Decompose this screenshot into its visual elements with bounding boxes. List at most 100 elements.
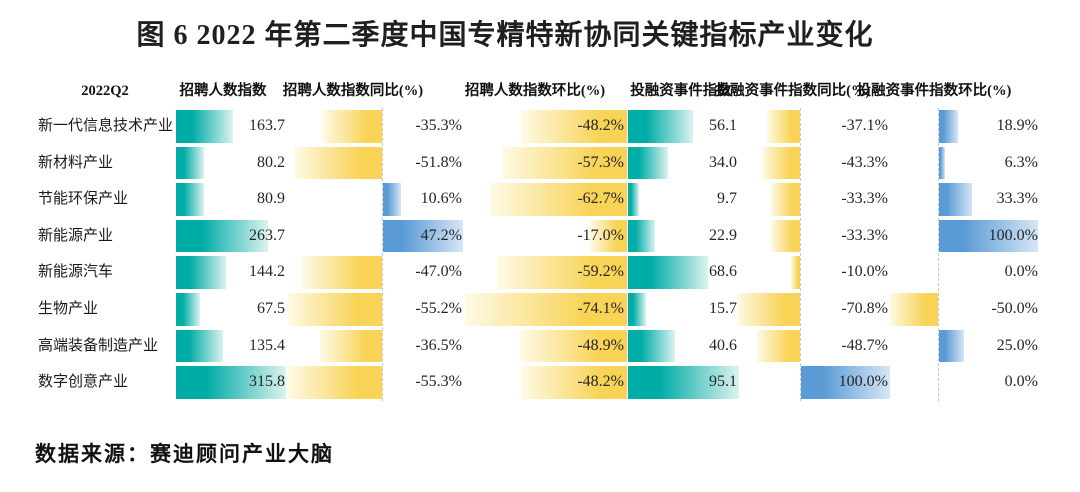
industry-label: 新能源产业 xyxy=(38,227,114,244)
recruit-yoy-value: 47.2% xyxy=(420,226,462,244)
recruit-index-value: 144.2 xyxy=(249,263,285,281)
invest-index-value: 95.1 xyxy=(709,373,737,391)
invest-qoq-bar xyxy=(888,293,938,326)
recruit-yoy-bar xyxy=(319,329,382,363)
invest-qoq-value: 33.3% xyxy=(996,190,1038,208)
invest-yoy-value: -70.8% xyxy=(841,300,888,317)
invest-yoy-bar xyxy=(770,183,800,216)
recruit-yoy-value: -36.5% xyxy=(415,336,462,354)
invest-yoy-value: 100.0% xyxy=(838,373,888,391)
header-recruit-index: 招聘人数指数 xyxy=(179,83,267,99)
recruit-qoq-bar xyxy=(519,329,627,363)
invest-index-bar xyxy=(628,293,647,326)
recruit-qoq-value: -74.1% xyxy=(577,300,624,317)
table-row: 新能源产业 263.7 47.2% -17.0% 22.9 -33.3% 100.0% xyxy=(0,218,1080,255)
invest-qoq-bar xyxy=(939,329,964,363)
recruit-yoy-bar xyxy=(288,293,382,326)
recruit-index-bar xyxy=(176,110,234,143)
data-source-note: 数据来源：赛迪顾问产业大脑 xyxy=(35,442,334,466)
invest-index-bar xyxy=(628,219,655,253)
recruit-qoq-bar xyxy=(521,366,627,399)
invest-index-value: 56.1 xyxy=(709,117,737,134)
invest-index-value: 9.7 xyxy=(717,190,737,208)
industry-label: 高端装备制造产业 xyxy=(38,337,159,354)
invest-index-value: 15.7 xyxy=(709,300,737,317)
invest-index-value: 40.6 xyxy=(709,336,737,354)
recruit-index-bar xyxy=(176,219,268,253)
invest-index-bar xyxy=(628,256,708,289)
recruit-qoq-bar xyxy=(589,219,627,253)
table-row: 新一代信息技术产业 163.7 -35.3% -48.2% 56.1 -37.1% 18.9… xyxy=(0,108,1080,145)
industry-label: 数字创意产业 xyxy=(38,374,129,391)
invest-yoy-bar xyxy=(767,110,800,143)
invest-qoq-value: 6.3% xyxy=(1004,153,1038,171)
header-invest-qoq: 投融资事件指数环比(%) xyxy=(856,83,1012,99)
table-row: 新材料产业 80.2 -51.8% -57.3% 34.0 -43.3% 6.3% xyxy=(0,145,1080,182)
recruit-index-bar xyxy=(176,329,224,363)
recruit-index-value: 315.8 xyxy=(249,373,285,391)
recruit-index-value: 80.2 xyxy=(257,153,285,171)
recruit-qoq-value: -62.7% xyxy=(577,190,624,208)
recruit-yoy-bar xyxy=(302,256,382,289)
recruit-index-bar xyxy=(176,146,204,180)
recruit-qoq-value: -48.2% xyxy=(577,373,624,391)
recruit-index-bar xyxy=(176,256,227,289)
industry-label: 生物产业 xyxy=(38,301,99,317)
invest-yoy-bar xyxy=(756,329,800,363)
recruit-yoy-bar xyxy=(293,146,382,180)
invest-index-bar xyxy=(628,183,640,216)
recruit-qoq-bar xyxy=(501,146,627,180)
invest-index-bar xyxy=(628,110,694,143)
invest-qoq-value: 25.0% xyxy=(996,336,1038,354)
invest-yoy-value: -37.1% xyxy=(841,117,888,134)
invest-yoy-bar xyxy=(737,293,800,326)
invest-index-value: 22.9 xyxy=(709,226,737,244)
invest-index-bar xyxy=(628,366,739,399)
invest-index-bar xyxy=(628,329,676,363)
axis-line-invest-qoq xyxy=(938,108,939,401)
recruit-qoq-value: -48.9% xyxy=(577,336,624,354)
recruit-yoy-value: -47.0% xyxy=(415,263,462,281)
invest-index-value: 34.0 xyxy=(709,153,737,171)
invest-yoy-value: -48.7% xyxy=(841,336,888,354)
invest-yoy-value: -33.3% xyxy=(841,190,888,208)
invest-yoy-bar xyxy=(791,256,800,289)
table-row: 数字创意产业 315.8 -55.3% -48.2% 95.1 100.0% 0.0% xyxy=(0,364,1080,401)
recruit-qoq-value: -57.3% xyxy=(577,153,624,171)
column-header-row: 2022Q2 招聘人数指数 招聘人数指数同比(%) 招聘人数指数环比(%) 投融… xyxy=(0,80,1080,102)
table-row: 生物产业 67.5 -55.2% -74.1% 15.7 -70.8% -50.0% xyxy=(0,291,1080,328)
header-recruit-qoq: 招聘人数指数环比(%) xyxy=(464,83,606,99)
industry-label: 新能源汽车 xyxy=(38,264,114,281)
industry-label: 新材料产业 xyxy=(38,154,114,171)
recruit-qoq-value: -17.0% xyxy=(577,226,624,244)
invest-qoq-value: 18.9% xyxy=(996,117,1038,134)
recruit-index-value: 263.7 xyxy=(249,226,285,244)
invest-qoq-value: -50.0% xyxy=(991,300,1038,317)
recruit-qoq-bar xyxy=(521,110,627,143)
recruit-qoq-value: -59.2% xyxy=(577,263,624,281)
recruit-yoy-value: -55.3% xyxy=(415,373,462,391)
invest-yoy-value: -10.0% xyxy=(841,263,888,281)
axis-line-invest-yoy xyxy=(800,108,801,401)
recruit-index-value: 135.4 xyxy=(249,336,285,354)
recruit-index-bar xyxy=(176,293,200,326)
industry-label: 节能环保产业 xyxy=(38,191,129,208)
recruit-index-value: 163.7 xyxy=(249,117,285,134)
invest-yoy-bar xyxy=(761,146,800,180)
invest-qoq-value: 0.0% xyxy=(1004,373,1038,391)
invest-yoy-bar xyxy=(801,366,890,399)
table-row: 新能源汽车 144.2 -47.0% -59.2% 68.6 -10.0% 0.0% xyxy=(0,254,1080,291)
header-period: 2022Q2 xyxy=(81,83,129,99)
table-row: 高端装备制造产业 135.4 -36.5% -48.9% 40.6 -48.7% 25.0% xyxy=(0,328,1080,365)
recruit-yoy-value: 10.6% xyxy=(420,190,462,208)
invest-qoq-value: 0.0% xyxy=(1004,263,1038,281)
recruit-yoy-value: -35.3% xyxy=(415,117,462,134)
invest-qoq-bar xyxy=(939,219,1038,253)
header-invest-index: 投融资事件指数 xyxy=(630,83,732,99)
industry-label: 新一代信息技术产业 xyxy=(38,118,174,134)
recruit-qoq-bar xyxy=(464,293,627,326)
table-row: 节能环保产业 80.9 10.6% -62.7% 9.7 -33.3% 33.3% xyxy=(0,181,1080,218)
invest-index-value: 68.6 xyxy=(709,263,737,281)
recruit-index-value: 67.5 xyxy=(257,300,285,317)
data-bar-table: 新一代信息技术产业 163.7 -35.3% -48.2% 56.1 -37.1% 18.9… xyxy=(0,108,1080,402)
